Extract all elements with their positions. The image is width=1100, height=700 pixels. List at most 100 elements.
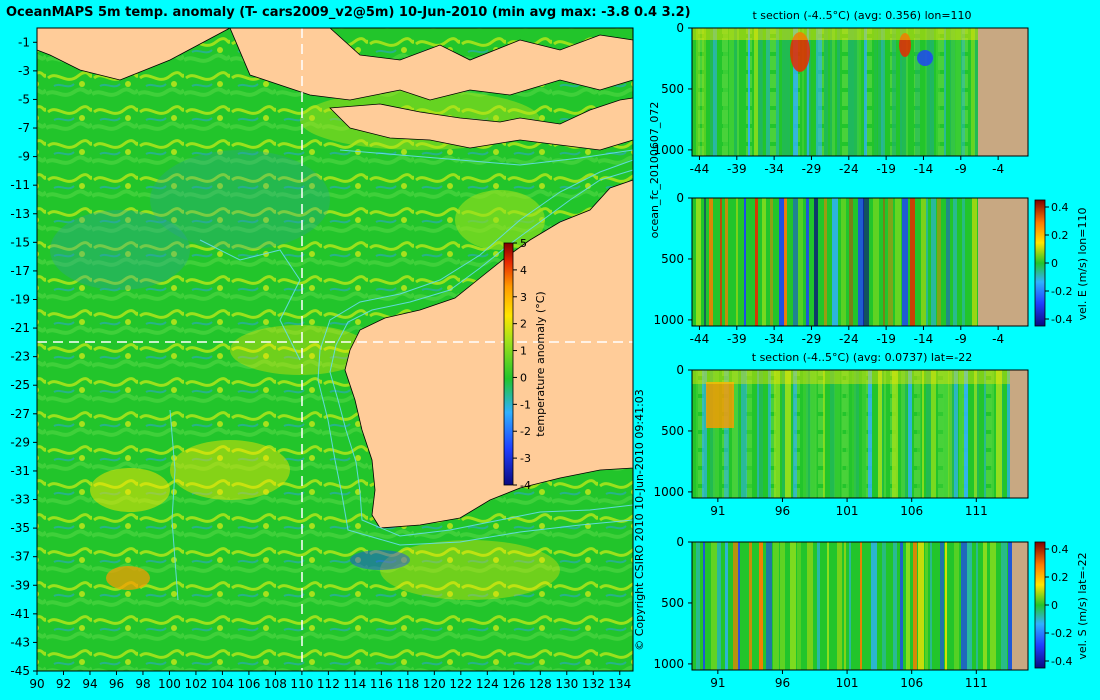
section-x-tick-label: -39 — [727, 332, 747, 346]
map-y-tick-label: -11 — [10, 178, 30, 192]
map-x-tick-label: 114 — [343, 677, 366, 691]
copyright-label: © Copyright CSIRO 2010 10-Jun-2010 09:41… — [633, 389, 646, 651]
map-x-tick-label: 90 — [29, 677, 44, 691]
map-y-axis: -1 -3 -5 -7 -9 -11 -13 -15 -17 -19 -21 -23 -25 -27 -29… — [10, 35, 37, 678]
map-y-tick-label: -31 — [10, 464, 30, 478]
section-x-tick-label: -19 — [876, 162, 896, 176]
model-run-label: ocean_fc_20100607_072 — [648, 102, 661, 239]
section-x-tick-label: -24 — [839, 162, 859, 176]
map-y-tick-label: -15 — [10, 235, 30, 249]
section-y-tick-label: 500 — [661, 424, 684, 438]
map-x-tick-label: 124 — [476, 677, 499, 691]
section-y-tick-label: 0 — [676, 191, 684, 205]
map-y-tick-label: -27 — [10, 407, 30, 421]
map-colorbar-label: temperature anomaly (°C) — [534, 291, 547, 436]
section-x-tick-label: 91 — [710, 504, 725, 518]
section-x-tick-label: -14 — [914, 332, 934, 346]
section-t-lat: t section (-4..5°C) (avg: 0.0737) lat=-2… — [653, 351, 1029, 518]
section-x-tick-label: -4 — [992, 162, 1004, 176]
section-x-tick-label: -29 — [802, 162, 822, 176]
map-x-tick-label: 92 — [56, 677, 71, 691]
section-x-tick-label: -4 — [992, 332, 1004, 346]
map-y-tick-label: -5 — [18, 92, 30, 106]
section-t-lat-title: t section (-4..5°C) (avg: 0.0737) lat=-2… — [752, 351, 972, 364]
section-x-tick-label: 101 — [836, 504, 859, 518]
map-y-tick-label: -17 — [10, 264, 30, 278]
map-y-tick-label: -29 — [10, 435, 30, 449]
map-y-tick-label: -19 — [10, 292, 30, 306]
map-frame — [36, 27, 634, 672]
map-y-tick-label: -23 — [10, 350, 30, 364]
section-y-tick-label: 1000 — [653, 657, 684, 671]
section-y-tick-label: 500 — [661, 252, 684, 266]
section-y-tick-label: 1000 — [653, 485, 684, 499]
map-x-tick-label: 108 — [264, 677, 287, 691]
colorbar-tick-label: 0.4 — [1051, 543, 1069, 556]
section-x-tick-label: 111 — [965, 676, 988, 690]
section-y-tick-label: 1000 — [653, 313, 684, 327]
map-y-tick-label: -9 — [18, 150, 30, 164]
map-x-tick-label: 104 — [211, 677, 234, 691]
map-colorbar-ticks: 5 4 3 2 1 0 -1 -2 -3 -4 — [513, 237, 531, 492]
main-title: OceanMAPS 5m temp. anomaly (T- cars2009_… — [6, 5, 691, 20]
map-panel: 90 92 94 96 98 100 102 104 106 108 110 112 114 116 118… — [10, 27, 634, 691]
map-y-tick-label: -45 — [10, 664, 30, 678]
map-y-tick-label: -1 — [18, 35, 30, 49]
map-y-tick-label: -3 — [18, 64, 30, 78]
map-colorbar-tick-label: 4 — [520, 264, 527, 277]
colorbar-tick-label: 0 — [1051, 257, 1058, 270]
map-x-axis: 90 92 94 96 98 100 102 104 106 108 110 112 114 116 118… — [29, 671, 631, 691]
section-y-tick-label: 500 — [661, 596, 684, 610]
section-t-lon-title: t section (-4..5°C) (avg: 0.356) lon=110 — [752, 9, 971, 22]
section-y-tick-label: 500 — [661, 82, 684, 96]
map-x-tick-label: 122 — [449, 677, 472, 691]
map-x-tick-label: 128 — [529, 677, 552, 691]
map-y-tick-label: -43 — [10, 635, 30, 649]
map-x-tick-label: 118 — [396, 677, 419, 691]
map-contours — [169, 149, 634, 601]
colorbar-tick-label: -0.2 — [1051, 627, 1072, 640]
section-y-tick-label: 0 — [676, 363, 684, 377]
section-x-tick-label: 111 — [965, 504, 988, 518]
map-colorbar-tick-label: -2 — [520, 425, 531, 438]
section-x-tick-label: -34 — [764, 332, 784, 346]
section-x-tick-label: -24 — [839, 332, 859, 346]
section-x-tick-label: -9 — [955, 162, 967, 176]
section-t-lon: t section (-4..5°C) (avg: 0.356) lon=110… — [653, 9, 1029, 176]
map-anomaly-blobs — [50, 90, 560, 600]
map-x-tick-label: 100 — [158, 677, 181, 691]
map-y-tick-label: -21 — [10, 321, 30, 335]
section-x-tick-label: 101 — [836, 676, 859, 690]
vel-s-colorbar — [1034, 541, 1046, 669]
section-x-tick-label: 96 — [775, 676, 790, 690]
section-x-tick-label: 106 — [900, 676, 923, 690]
vel-s-colorbar-label: vel. S (m/s) lat=-22 — [1076, 552, 1089, 659]
map-x-tick-label: 102 — [184, 677, 207, 691]
section-x-tick-label: -9 — [955, 332, 967, 346]
map-x-tick-label: 132 — [582, 677, 605, 691]
section-x-tick-label: 96 — [775, 504, 790, 518]
map-x-tick-label: 110 — [290, 677, 313, 691]
section-x-tick-label: -44 — [690, 332, 710, 346]
section-x-tick-label: -44 — [690, 162, 710, 176]
section-x-tick-label: 91 — [710, 676, 725, 690]
map-x-tick-label: 126 — [502, 677, 525, 691]
map-colorbar-tick-label: 5 — [520, 237, 527, 250]
vel-e-colorbar — [1034, 199, 1046, 327]
map-colorbar-tick-label: 3 — [520, 291, 527, 304]
map-colorbar-tick-label: -3 — [520, 452, 531, 465]
map-y-tick-label: -37 — [10, 550, 30, 564]
map-x-tick-label: 96 — [109, 677, 124, 691]
section-x-tick-label: -29 — [802, 332, 822, 346]
colorbar-tick-label: -0.4 — [1051, 655, 1072, 668]
map-colorbar-tick-label: 1 — [520, 345, 527, 358]
section-vel-s: 91 96 101 106 111 0 500 1000 0.4 0.2 0 -0.2 -0.4 ve… — [653, 535, 1089, 690]
map-colorbar-tick-label: -1 — [520, 398, 531, 411]
map-colorbar — [503, 242, 514, 486]
colorbar-tick-label: 0.2 — [1051, 571, 1069, 584]
colorbar-tick-label: 0.4 — [1051, 201, 1069, 214]
section-y-tick-label: 0 — [676, 535, 684, 549]
section-x-tick-label: -14 — [914, 162, 934, 176]
colorbar-tick-label: 0.2 — [1051, 229, 1069, 242]
